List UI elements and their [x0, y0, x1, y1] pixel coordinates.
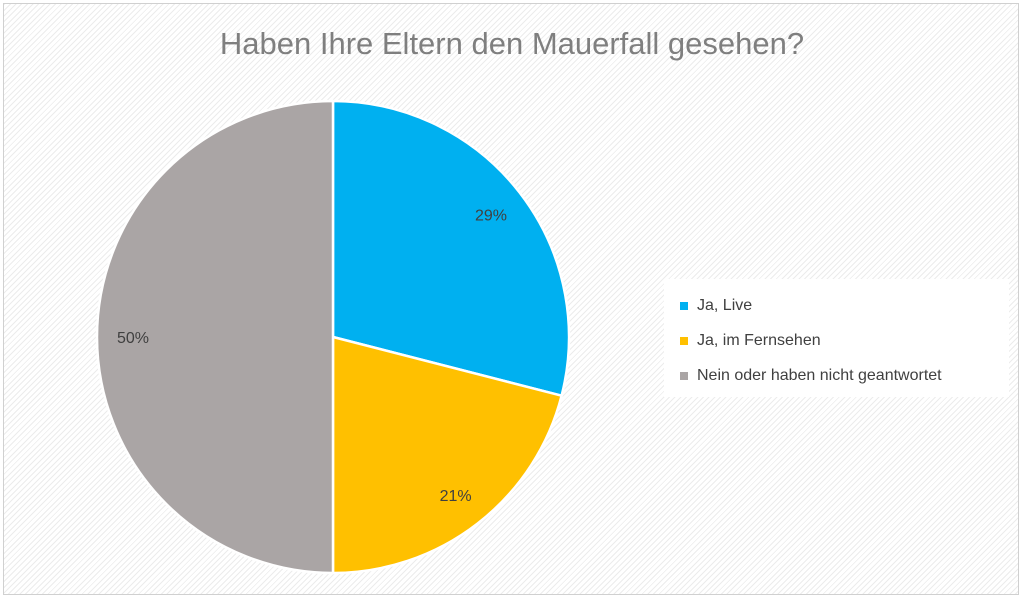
legend-swatch-ja-fernsehen [680, 336, 688, 345]
pie-chart: 29% 21% 50% [95, 99, 571, 575]
chart-title: Haben Ihre Eltern den Mauerfall gesehen? [219, 26, 805, 61]
data-label-nein: 50% [117, 330, 149, 347]
legend-swatch-ja-live [680, 301, 688, 310]
data-label-ja-fernsehen: 21% [440, 488, 472, 505]
legend-item-ja-live: Ja, Live [680, 288, 1009, 323]
legend-label-ja-fernsehen: Ja, im Fernsehen [697, 331, 821, 349]
legend-item-ja-fernsehen: Ja, im Fernsehen [680, 323, 1009, 358]
legend-label-nein: Nein oder haben nicht geantwortet [697, 366, 942, 384]
data-label-ja-live: 29% [475, 207, 507, 224]
chart-area: Haben Ihre Eltern den Mauerfall gesehen?… [3, 3, 1019, 595]
pie-slice-nein [95, 99, 335, 575]
chart-legend: Ja, Live Ja, im Fernsehen Nein oder habe… [664, 279, 1009, 397]
pie-slice-ja-live [331, 99, 571, 397]
legend-swatch-nein [680, 371, 688, 380]
legend-item-nein: Nein oder haben nicht geantwortet [680, 358, 1009, 393]
pie-slices [95, 99, 571, 575]
pie-data-labels: 29% 21% 50% [117, 207, 507, 505]
legend-label-ja-live: Ja, Live [697, 296, 753, 314]
pie-slice-ja-fernsehen [331, 335, 563, 575]
